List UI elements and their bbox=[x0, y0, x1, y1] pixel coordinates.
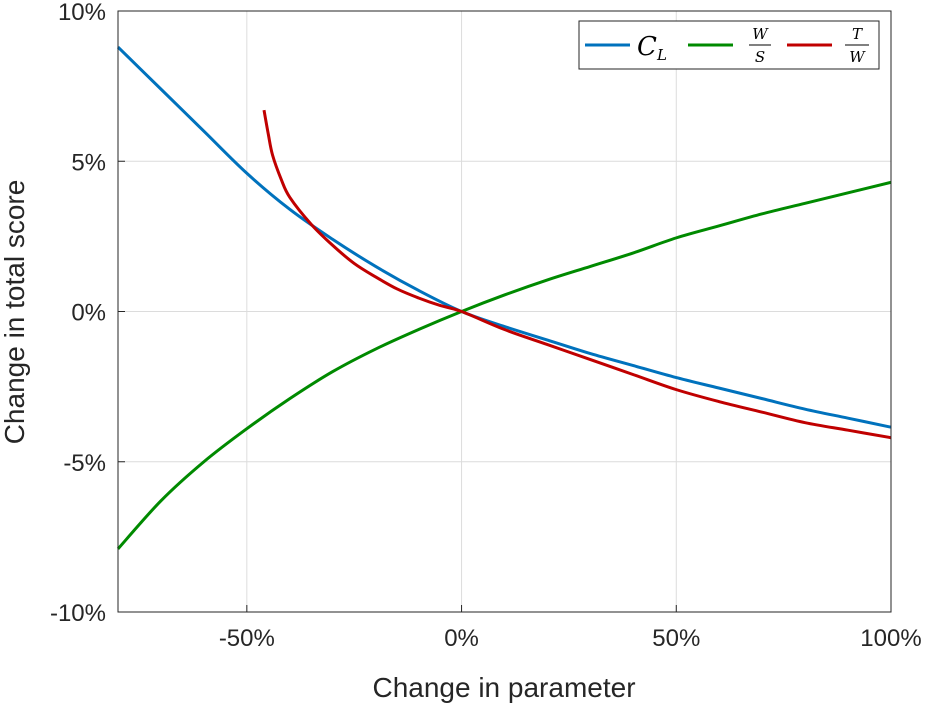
legend: C L W S T W bbox=[578, 20, 880, 70]
series-line-ws bbox=[116, 180, 892, 550]
y-axis-title: Change in total score bbox=[0, 180, 30, 445]
legend-label-ws-num: W bbox=[752, 25, 769, 43]
y-tick-label: -5% bbox=[63, 450, 106, 477]
y-tick-label: 10% bbox=[58, 0, 106, 26]
y-tick-label: -10% bbox=[50, 600, 106, 627]
legend-label-tw-num: T bbox=[852, 25, 863, 43]
legend-label-ws-den: S bbox=[755, 48, 765, 66]
x-tick-label: -50% bbox=[219, 625, 275, 652]
legend-label-cl-main: C bbox=[637, 32, 657, 62]
x-axis-ticks: -50% 0% 50% 100% bbox=[219, 605, 922, 652]
legend-label-cl-sub: L bbox=[656, 46, 667, 64]
series-line-cl bbox=[116, 45, 892, 429]
y-axis-ticks: -10% -5% 0% 5% 10% bbox=[50, 0, 125, 627]
y-tick-label: 5% bbox=[71, 149, 106, 176]
legend-label-tw-den: W bbox=[849, 48, 866, 66]
y-tick-label: 0% bbox=[71, 300, 106, 327]
x-axis-title: Change in parameter bbox=[372, 672, 635, 703]
x-tick-label: 100% bbox=[860, 625, 921, 652]
series-line-tw bbox=[262, 109, 892, 440]
x-tick-label: 0% bbox=[444, 625, 479, 652]
plot-lines bbox=[116, 45, 892, 550]
x-tick-label: 50% bbox=[652, 625, 700, 652]
